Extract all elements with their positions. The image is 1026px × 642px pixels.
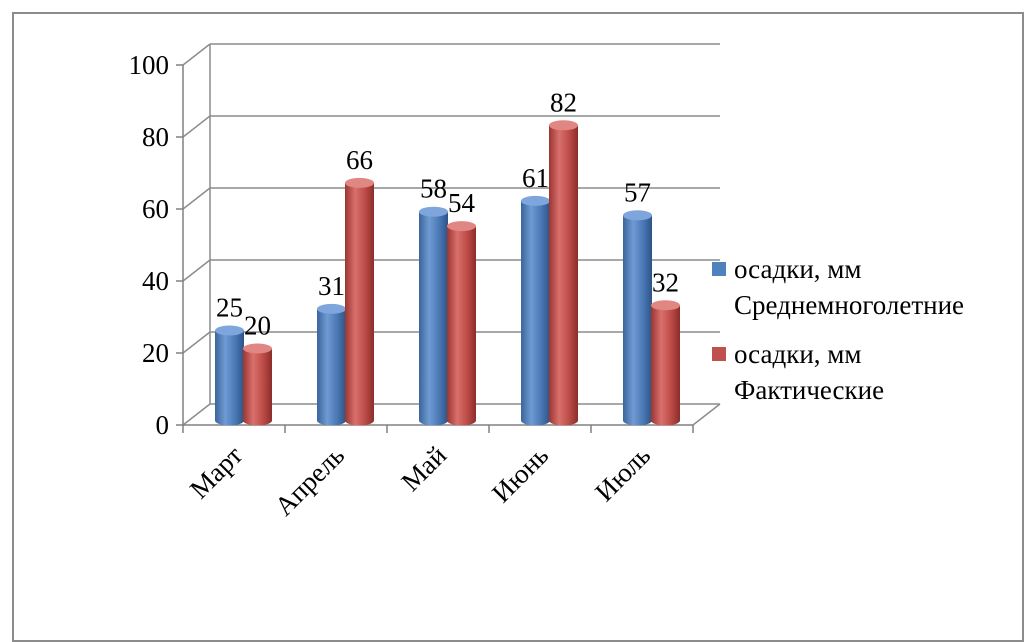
y-tick-label: 100 bbox=[129, 50, 170, 80]
bar-body bbox=[623, 215, 652, 426]
bar bbox=[447, 221, 476, 426]
bar-body bbox=[243, 348, 272, 426]
bar-top bbox=[651, 300, 680, 311]
y-tick-label: 80 bbox=[142, 122, 169, 152]
bar bbox=[521, 195, 550, 426]
bar-top bbox=[447, 221, 476, 232]
bar bbox=[215, 325, 244, 426]
bar bbox=[651, 300, 680, 426]
bar-top bbox=[317, 303, 346, 314]
bar-body bbox=[215, 330, 244, 426]
data-label: 25 bbox=[216, 293, 243, 323]
legend-label: Фактические bbox=[734, 375, 884, 405]
data-label: 82 bbox=[550, 87, 577, 117]
legend-item: осадки, мм Фактические bbox=[712, 339, 884, 405]
x-tick-label: Июль bbox=[589, 440, 656, 507]
bar-top bbox=[623, 210, 652, 221]
bar bbox=[549, 120, 578, 426]
legend-label: осадки, мм bbox=[734, 254, 861, 284]
bar bbox=[623, 210, 652, 426]
gridline-slant bbox=[182, 187, 211, 210]
data-label: 57 bbox=[624, 177, 651, 207]
bar bbox=[317, 303, 346, 426]
x-tick-label: Май bbox=[395, 440, 452, 497]
gridline-slant bbox=[182, 43, 211, 66]
bar bbox=[243, 343, 272, 426]
legend-label: осадки, мм bbox=[734, 339, 861, 369]
data-label: 61 bbox=[522, 163, 549, 193]
gridline-slant bbox=[182, 331, 211, 354]
data-label: 20 bbox=[244, 311, 271, 341]
bar-body bbox=[345, 182, 374, 426]
legend-item: осадки, мм Среднемноголетние bbox=[712, 254, 964, 320]
y-tick-label: 0 bbox=[156, 410, 170, 440]
gridline-slant bbox=[182, 115, 211, 138]
bar-body bbox=[447, 226, 476, 426]
legend-swatch bbox=[712, 262, 726, 276]
data-label: 54 bbox=[448, 188, 476, 218]
bar bbox=[345, 177, 374, 426]
bar-top bbox=[243, 343, 272, 354]
bar-body bbox=[317, 308, 346, 426]
y-tick-label: 60 bbox=[142, 194, 169, 224]
y-tick-label: 20 bbox=[142, 338, 169, 368]
bars bbox=[215, 120, 680, 426]
gridline-slant bbox=[182, 259, 211, 282]
y-tick-label: 40 bbox=[142, 266, 169, 296]
data-label: 66 bbox=[346, 145, 373, 175]
data-label: 31 bbox=[318, 271, 345, 301]
bar-top bbox=[419, 206, 448, 217]
bar-top bbox=[521, 195, 550, 206]
bar-body bbox=[651, 305, 680, 426]
bar-top bbox=[215, 325, 244, 336]
data-label: 32 bbox=[652, 267, 679, 297]
legend-label: Среднемноголетние bbox=[734, 290, 964, 320]
bar bbox=[419, 206, 448, 426]
bar-body bbox=[521, 200, 550, 426]
data-label: 58 bbox=[420, 174, 447, 204]
axes: 0 20 40 60 80 100 Март Апрель Май Июнь Июль bbox=[129, 50, 694, 522]
floor-edge bbox=[692, 403, 721, 426]
bar-body bbox=[419, 211, 448, 426]
bar-top bbox=[549, 120, 578, 131]
x-tick-label: Июнь bbox=[486, 440, 554, 508]
legend: осадки, мм Среднемноголетние осадки, мм Фак… bbox=[712, 254, 964, 405]
bar-body bbox=[549, 125, 578, 426]
x-tick-label: Апрель bbox=[269, 440, 350, 521]
chart-frame bbox=[12, 12, 1024, 642]
x-tick-label: Март bbox=[184, 440, 248, 504]
bar-top bbox=[345, 177, 374, 188]
legend-swatch bbox=[712, 347, 726, 361]
gridline-slant bbox=[182, 403, 211, 426]
